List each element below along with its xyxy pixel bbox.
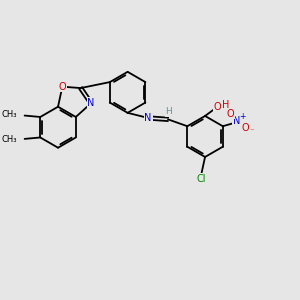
Text: H: H [222,100,230,110]
Text: O: O [214,102,221,112]
Text: +: + [240,112,246,121]
Text: N: N [233,116,241,126]
Text: O: O [227,109,234,119]
Text: N: N [87,98,95,108]
Text: H: H [166,107,172,116]
Text: Cl: Cl [197,174,206,184]
Text: O: O [242,123,249,133]
Text: CH₃: CH₃ [1,135,17,144]
Text: O: O [58,82,66,92]
Text: CH₃: CH₃ [1,110,17,119]
Text: ⁻: ⁻ [250,126,254,135]
Text: N: N [144,113,152,123]
